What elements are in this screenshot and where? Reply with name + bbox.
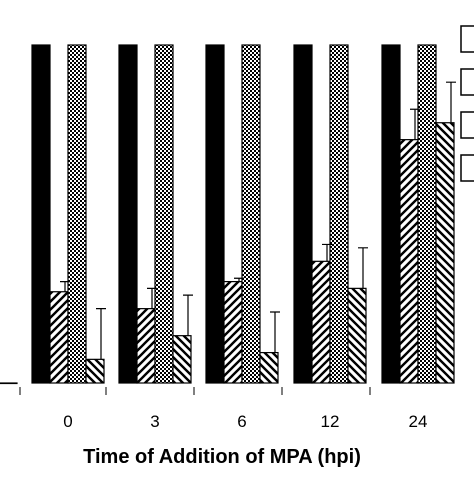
error-bar-reverse-hatch-0: [96, 308, 106, 360]
x-tick-labels: 0 3 6 12 24: [63, 412, 427, 431]
bar-diagonal-hatch-3: [136, 308, 156, 384]
x-tick-label-3: 3: [150, 412, 159, 431]
bar-solid-black-24: [381, 44, 401, 384]
error-bars-layer: [60, 81, 456, 360]
bar-reverse-hatch-3: [172, 335, 192, 384]
x-tick-label-0: 0: [63, 412, 72, 431]
bar-dotted-24: [417, 44, 437, 384]
bar-solid-black-12: [293, 44, 313, 384]
bar-dotted-6: [241, 44, 261, 384]
legend-swatch-dotted: [460, 111, 474, 139]
bar-solid-black-3: [118, 44, 138, 384]
legend-swatch-diagonal-hatch: [460, 68, 474, 96]
bar-dotted-3: [154, 44, 174, 384]
x-tick-label-6: 6: [237, 412, 246, 431]
bar-dotted-0: [67, 44, 87, 384]
bar-reverse-hatch-6: [259, 351, 279, 384]
bar-diagonal-hatch-0: [49, 291, 69, 384]
bar-reverse-hatch-0: [85, 358, 105, 384]
legend: [460, 25, 474, 182]
bar-solid-black-6: [205, 44, 225, 384]
bar-dotted-12: [329, 44, 349, 384]
error-bar-diagonal-hatch-24: [410, 108, 420, 140]
x-axis-title: Time of Addition of MPA (hpi): [83, 446, 361, 468]
bars-layer: [0, 44, 455, 385]
error-bar-reverse-hatch-6: [270, 311, 280, 353]
bar-diagonal-hatch-12: [311, 260, 331, 384]
error-bar-diagonal-hatch-6: [234, 277, 244, 282]
bar-reverse-hatch-first: [0, 382, 18, 385]
bar-diagonal-hatch-6: [223, 281, 243, 384]
x-tick-label-24: 24: [409, 412, 428, 431]
x-axis-ticks: [19, 387, 371, 395]
legend-swatch-solid-black: [460, 25, 474, 53]
x-tick-label-12: 12: [321, 412, 340, 431]
bar-diagonal-hatch-24: [399, 139, 419, 384]
error-bar-diagonal-hatch-0: [60, 281, 70, 292]
bar-solid-black-0: [31, 44, 51, 384]
error-bar-diagonal-hatch-12: [322, 243, 332, 262]
error-bar-reverse-hatch-3: [183, 294, 193, 336]
legend-swatch-reverse-hatch: [460, 154, 474, 182]
error-bar-reverse-hatch-12: [358, 247, 368, 289]
bar-reverse-hatch-24: [435, 122, 455, 384]
error-bar-reverse-hatch-24: [446, 81, 456, 123]
bar-reverse-hatch-12: [347, 287, 367, 384]
error-bar-diagonal-hatch-3: [147, 287, 157, 309]
